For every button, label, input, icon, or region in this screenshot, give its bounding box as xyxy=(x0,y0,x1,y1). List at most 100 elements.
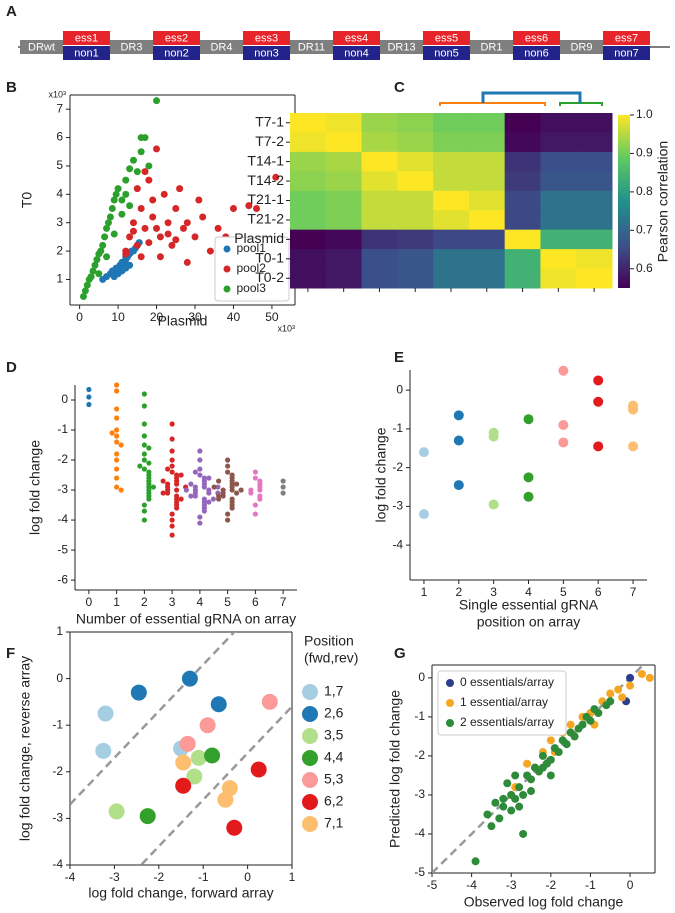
point xyxy=(511,771,520,780)
legend-label: 2 essentials/array xyxy=(460,715,554,729)
panel-letter: A xyxy=(6,3,17,20)
point xyxy=(169,523,175,529)
heatmap-cell xyxy=(576,210,613,231)
heatmap-cell xyxy=(540,249,577,270)
x-tick-label: 5 xyxy=(560,585,567,599)
point xyxy=(261,693,278,710)
legend-marker xyxy=(302,684,318,700)
y-tick-label: 1 xyxy=(56,272,63,286)
heatmap-cell xyxy=(290,210,327,231)
point xyxy=(179,224,187,232)
heatmap-cell xyxy=(325,151,363,172)
heatmap-cell xyxy=(504,268,541,289)
heatmap-cell xyxy=(290,132,327,153)
point xyxy=(216,478,222,484)
ess-label: ess7 xyxy=(615,32,638,44)
point xyxy=(129,219,137,227)
point xyxy=(114,427,120,433)
point xyxy=(234,481,240,487)
non-label: non4 xyxy=(344,47,368,59)
y-tick-label: 7 xyxy=(56,101,63,115)
x-axis-label: position on array xyxy=(477,614,581,630)
point xyxy=(104,219,112,227)
heatmap-cell xyxy=(433,190,470,211)
point xyxy=(165,466,171,472)
legend-marker xyxy=(302,750,318,766)
y-tick-label: 3 xyxy=(56,215,63,229)
point xyxy=(226,819,243,836)
point xyxy=(118,487,124,493)
y-tick-label: 1 xyxy=(56,624,63,638)
point xyxy=(141,168,149,176)
panel-letter: B xyxy=(6,79,17,96)
x-tick-label: 5 xyxy=(224,595,231,609)
non-box xyxy=(63,46,110,60)
heatmap-cell xyxy=(397,113,434,133)
point xyxy=(554,748,563,757)
point xyxy=(618,693,627,702)
point xyxy=(186,768,203,785)
legend-label: 0 essentials/array xyxy=(460,675,554,689)
point xyxy=(175,777,192,794)
point xyxy=(453,435,464,446)
point xyxy=(160,490,166,496)
x-tick-label: 0 xyxy=(76,310,83,324)
point xyxy=(156,253,164,261)
y-multiplier: x10³ xyxy=(48,89,66,99)
heatmap-cell xyxy=(468,190,506,211)
repeat-box xyxy=(560,40,603,54)
repeat-label: DR13 xyxy=(387,41,415,53)
ess-box xyxy=(153,31,200,45)
point xyxy=(86,401,92,408)
point xyxy=(523,414,534,425)
point xyxy=(176,185,184,193)
row-label: Plasmid xyxy=(234,230,284,246)
point xyxy=(174,481,180,487)
point xyxy=(81,287,89,295)
y-tick-label: -4 xyxy=(52,857,63,871)
point xyxy=(133,185,141,193)
y-tick-label: -5 xyxy=(57,542,68,556)
y-tick-label: -2 xyxy=(414,748,425,762)
point xyxy=(523,472,534,483)
point xyxy=(626,681,635,690)
point xyxy=(183,487,189,493)
panel-letter: C xyxy=(394,79,405,96)
ess-label: ess5 xyxy=(435,32,458,44)
heatmap-cell xyxy=(540,190,577,211)
legend-box xyxy=(437,670,567,736)
point xyxy=(515,783,524,792)
legend-marker xyxy=(302,772,318,788)
point xyxy=(169,448,175,454)
point xyxy=(95,742,112,759)
repeat-label: DR11 xyxy=(298,41,325,53)
heatmap-cell xyxy=(504,229,541,250)
y-axis-label: log fold change xyxy=(27,440,43,535)
point xyxy=(156,233,164,241)
y-tick-label: -1 xyxy=(52,717,63,731)
point xyxy=(172,236,180,244)
heatmap-cell xyxy=(540,113,577,133)
point xyxy=(169,532,175,538)
legend-label: 1,7 xyxy=(324,683,344,699)
y-tick-label: -4 xyxy=(57,512,68,526)
point xyxy=(586,716,595,725)
point xyxy=(206,475,212,481)
y-tick-label: -1 xyxy=(392,421,403,435)
legend-marker xyxy=(446,719,454,727)
heatmap-cell xyxy=(576,151,613,172)
point xyxy=(112,190,120,198)
y-tick-label: 0 xyxy=(61,392,68,406)
point xyxy=(164,219,172,227)
point xyxy=(149,196,157,204)
ess-label: ess6 xyxy=(525,32,548,44)
non-box xyxy=(603,46,650,60)
heatmap-cell xyxy=(468,249,506,270)
point xyxy=(252,475,258,481)
y-tick-label: -3 xyxy=(414,787,425,801)
non-label: non7 xyxy=(614,47,638,59)
repeat-label: DR9 xyxy=(570,41,592,53)
point xyxy=(248,490,254,496)
point xyxy=(114,484,120,490)
row-label: T21-2 xyxy=(247,211,284,227)
